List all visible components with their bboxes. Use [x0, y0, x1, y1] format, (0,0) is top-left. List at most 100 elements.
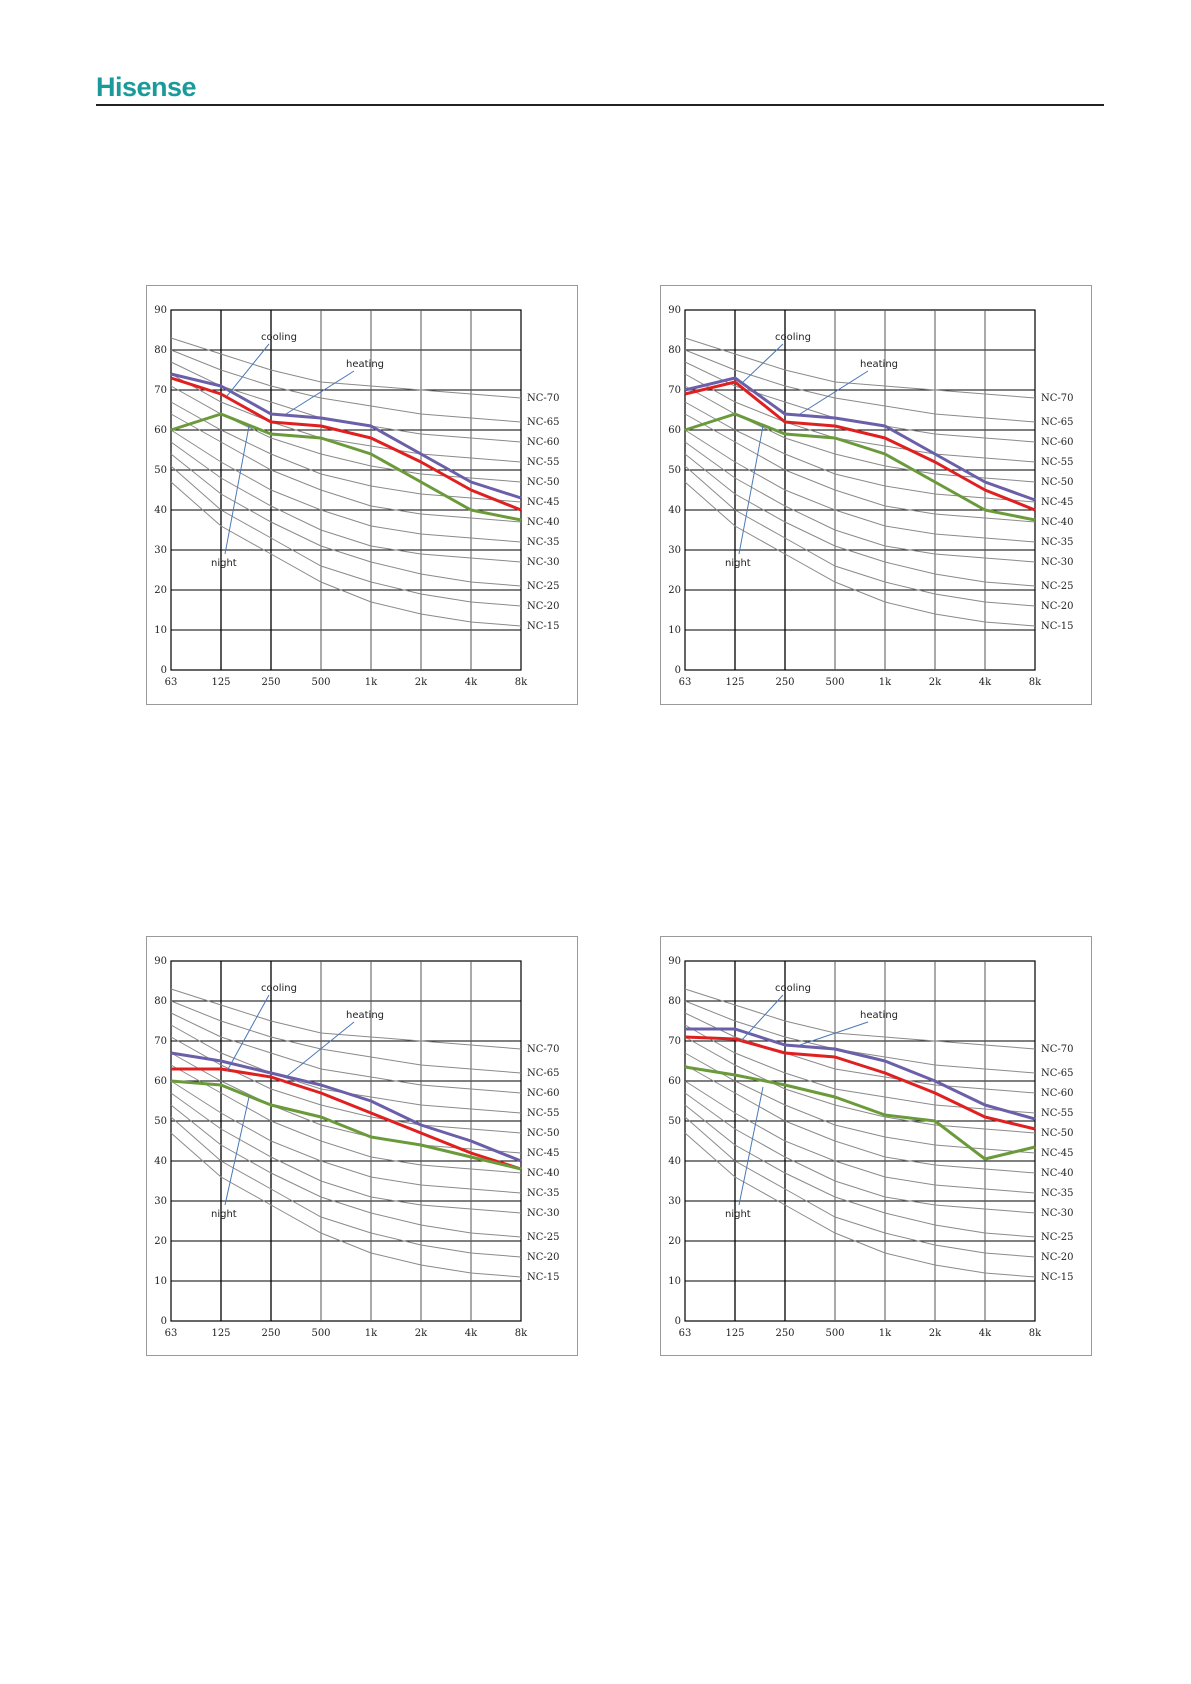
- nc-curve-label: NC-70: [527, 393, 560, 404]
- nc-reference-curve: [684, 429, 1036, 543]
- nc-chart-2: NC-70 NC-65 NC-60 NC-55 NC-50 NC-45 NC-40 NC-35…: [660, 285, 1092, 705]
- nc-curve-label: NC-30: [1041, 557, 1074, 568]
- nc-reference-curve: [684, 349, 1036, 423]
- nc-curve-label: NC-60: [527, 437, 560, 448]
- annotation-leader: [226, 343, 270, 397]
- nc-curve-label: NC-40: [527, 1168, 560, 1179]
- nc-curve-label: NC-50: [1041, 1128, 1074, 1139]
- annotation-cooling: cooling: [775, 983, 811, 994]
- y-tick-label: 0: [675, 665, 681, 676]
- x-tick-label: 8k: [515, 677, 528, 688]
- plot-frame: [684, 309, 1036, 671]
- nc-curve-label: NC-20: [1041, 1252, 1074, 1263]
- annotation-cooling: cooling: [775, 332, 811, 343]
- nc-curve-label: NC-25: [527, 581, 560, 592]
- y-tick-label: 30: [668, 545, 681, 556]
- x-tick-label: 250: [261, 1328, 280, 1339]
- nc-curve-label: NC-35: [527, 1188, 560, 1199]
- series-line-cooling: [684, 380, 1036, 512]
- nc-reference-curve: [684, 1080, 1036, 1194]
- x-tick-label: 2k: [415, 1328, 428, 1339]
- hisense-logo: Hisense: [96, 72, 197, 102]
- y-tick-label: 10: [668, 1276, 681, 1287]
- annotation-night: night: [211, 1209, 237, 1220]
- nc-reference-curve: [170, 1064, 522, 1174]
- annotation-leader: [799, 370, 869, 415]
- nc-curve-label: NC-60: [1041, 1088, 1074, 1099]
- nc-curve-label: NC-20: [527, 1252, 560, 1263]
- nc-reference-curve: [170, 373, 522, 463]
- nc-reference-curve: [684, 1036, 1036, 1134]
- nc-reference-curve: [170, 453, 522, 587]
- nc-curve-label: NC-15: [1041, 621, 1074, 632]
- annotation-leader: [224, 1096, 250, 1206]
- nc-curve-label: NC-45: [1041, 497, 1074, 508]
- y-tick-label: 0: [161, 665, 167, 676]
- x-tick-label: 1k: [365, 677, 378, 688]
- y-tick-label: 40: [154, 505, 167, 516]
- annotation-heating: heating: [346, 1010, 384, 1021]
- x-tick-label: 2k: [415, 677, 428, 688]
- annotation-heating: heating: [860, 359, 898, 370]
- y-tick-label: 80: [668, 345, 681, 356]
- nc-reference-curve: [684, 988, 1036, 1050]
- x-tick-label: 8k: [1029, 677, 1042, 688]
- y-tick-label: 70: [668, 385, 681, 396]
- y-tick-label: 50: [154, 465, 167, 476]
- nc-chart-1: NC-70 NC-65 NC-60 NC-55 NC-50 NC-45 NC-40 NC-35…: [146, 285, 578, 705]
- nc-reference-curve: [684, 1024, 1036, 1114]
- x-tick-label: 63: [679, 1328, 692, 1339]
- nc-reference-curve: [170, 413, 522, 523]
- nc-curve-label: NC-45: [527, 497, 560, 508]
- series-line-heating: [170, 1051, 522, 1163]
- nc-chart-4: NC-70 NC-65 NC-60 NC-55 NC-50 NC-45 NC-40 NC-35…: [660, 936, 1092, 1356]
- nc-reference-curve: [170, 1116, 522, 1258]
- chart-svg: NC-70 NC-65 NC-60 NC-55 NC-50 NC-45 NC-40 NC-35…: [668, 956, 1074, 1339]
- plot-frame: [170, 309, 522, 671]
- x-tick-label: 1k: [879, 1328, 892, 1339]
- x-tick-label: 500: [825, 677, 844, 688]
- nc-reference-curve: [684, 1052, 1036, 1154]
- nc-reference-curve: [684, 1012, 1036, 1094]
- nc-reference-curve: [170, 337, 522, 399]
- nc-reference-curve: [684, 1000, 1036, 1074]
- nc-curve-label: NC-50: [1041, 477, 1074, 488]
- plot-frame: [170, 960, 522, 1322]
- nc-curve-label: NC-50: [527, 1128, 560, 1139]
- nc-curve-label: NC-25: [1041, 1232, 1074, 1243]
- y-tick-label: 10: [154, 1276, 167, 1287]
- nc-curve-label: NC-65: [1041, 1068, 1074, 1079]
- header-divider: [96, 104, 1104, 106]
- page-header: Hisense: [96, 70, 1104, 106]
- nc-reference-curve: [170, 1104, 522, 1238]
- nc-reference-curve: [170, 401, 522, 503]
- nc-curve-label: NC-65: [1041, 417, 1074, 428]
- y-tick-label: 30: [154, 1196, 167, 1207]
- y-tick-label: 20: [154, 1236, 167, 1247]
- nc-curve-label: NC-20: [1041, 601, 1074, 612]
- annotation-leader: [740, 994, 784, 1042]
- y-tick-label: 70: [154, 385, 167, 396]
- nc-reference-curve: [684, 385, 1036, 483]
- y-tick-label: 90: [154, 305, 167, 316]
- x-tick-label: 500: [825, 1328, 844, 1339]
- nc-curve-label: NC-20: [527, 601, 560, 612]
- y-tick-label: 60: [668, 1076, 681, 1087]
- nc-curve-label: NC-70: [1041, 1044, 1074, 1055]
- nc-reference-curve: [684, 1116, 1036, 1258]
- y-tick-label: 80: [154, 345, 167, 356]
- annotation-leader: [226, 994, 270, 1072]
- nc-curve-label: NC-30: [527, 1208, 560, 1219]
- nc-curve-label: NC-30: [1041, 1208, 1074, 1219]
- annotation-cooling: cooling: [261, 332, 297, 343]
- annotation-night: night: [725, 558, 751, 569]
- x-tick-label: 63: [679, 677, 692, 688]
- x-tick-label: 8k: [1029, 1328, 1042, 1339]
- y-tick-label: 60: [154, 425, 167, 436]
- chart-svg: NC-70 NC-65 NC-60 NC-55 NC-50 NC-45 NC-40 NC-35…: [668, 305, 1074, 688]
- y-tick-label: 70: [668, 1036, 681, 1047]
- nc-curve-label: NC-60: [1041, 437, 1074, 448]
- y-tick-label: 50: [668, 1116, 681, 1127]
- nc-reference-curve: [684, 401, 1036, 503]
- series-line-cooling: [684, 1035, 1036, 1131]
